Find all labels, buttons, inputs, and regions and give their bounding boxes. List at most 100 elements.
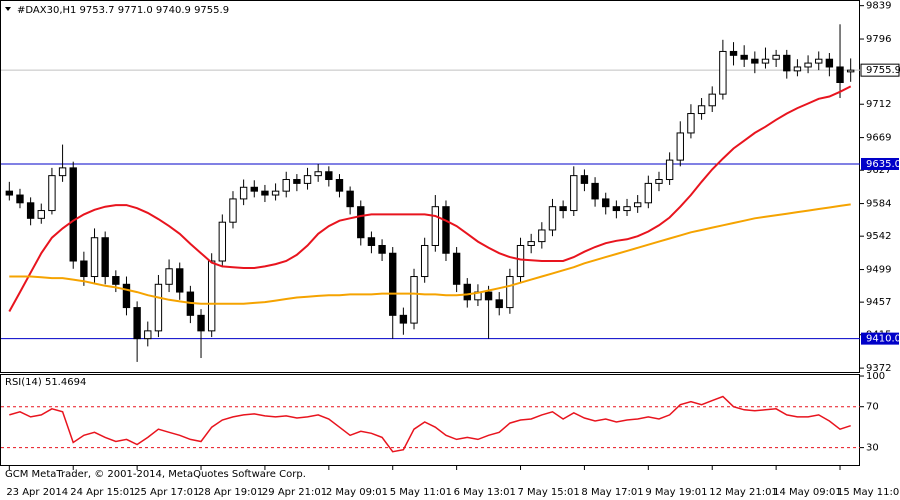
y-tick-label: 9627 <box>866 165 891 176</box>
menu-arrow[interactable] <box>5 7 11 11</box>
candle-body <box>16 194 24 204</box>
x-tick-label: 15 May 11:01 <box>837 487 900 498</box>
candle-body <box>516 244 525 278</box>
candle-body <box>80 260 88 278</box>
current-price-box <box>860 63 900 77</box>
candle-body <box>399 314 408 324</box>
candle-body <box>463 283 471 301</box>
candle-body <box>729 50 738 56</box>
price-box <box>861 157 899 170</box>
y-tick-label: 9499 <box>866 265 891 276</box>
candle-body <box>612 206 621 212</box>
candle-body <box>548 206 557 231</box>
x-tick-label: 25 Apr 17:01 <box>134 487 199 498</box>
price-box-label: 9410.0 <box>866 334 900 345</box>
candle-body <box>495 299 503 309</box>
y-tick-label: 9457 <box>866 297 891 308</box>
candle-body <box>687 113 695 134</box>
candle-body <box>325 171 333 181</box>
candle-body <box>5 190 14 196</box>
candle-body <box>303 175 312 184</box>
candle-body <box>527 241 535 246</box>
candle-body <box>133 307 141 340</box>
y-tick-label: 9796 <box>866 34 891 45</box>
x-tick-label: 29 Apr 21:01 <box>262 487 327 498</box>
candle-body <box>484 291 493 301</box>
price-box <box>861 332 899 345</box>
candle-body <box>676 132 684 161</box>
candle-body <box>26 202 35 219</box>
candle-body <box>783 54 791 72</box>
candle-body <box>740 54 748 60</box>
candle-body <box>644 182 653 204</box>
candle-body <box>58 167 67 177</box>
moving-average <box>8 85 852 312</box>
candle-body <box>229 198 237 223</box>
candle-body <box>623 206 631 212</box>
y-tick-label: 9584 <box>866 199 891 210</box>
candle-body <box>559 206 567 212</box>
candle-body <box>346 190 354 208</box>
candle-body <box>633 202 642 208</box>
x-tick-label: 14 May 09:01 <box>773 487 842 498</box>
candle-body <box>580 175 589 184</box>
candle-body <box>708 93 716 107</box>
candle-body <box>452 252 461 285</box>
y-tick-label: 9669 <box>866 133 891 144</box>
candle-body <box>570 175 578 212</box>
y-tick-label: 9712 <box>866 99 891 110</box>
rsi-label: RSI(14) 51.4694 <box>5 377 86 388</box>
candle-body <box>420 244 429 278</box>
candle-body <box>804 62 812 68</box>
candle-body <box>314 171 322 177</box>
candle-body <box>282 179 290 192</box>
candle-body <box>218 221 227 262</box>
candle-body <box>506 276 514 309</box>
candle-body <box>122 283 131 309</box>
candle-body <box>357 206 365 239</box>
candle-body <box>389 252 397 316</box>
candle-body <box>751 58 759 64</box>
x-tick-label: 9 May 19:01 <box>645 487 707 498</box>
candle-body <box>261 190 269 196</box>
candle-body <box>293 179 301 184</box>
x-tick-label: 8 May 17:01 <box>581 487 643 498</box>
copyright: GCM MetaTrader, © 2001-2014, MetaQuotes … <box>5 469 306 480</box>
main-panel <box>0 0 860 373</box>
candle-body <box>442 206 450 254</box>
rsi-tick-label: 30 <box>866 443 879 454</box>
current-price-label: 9755.9 <box>866 65 900 76</box>
x-tick-label: 24 Apr 15:01 <box>70 487 135 498</box>
candle-body <box>239 186 248 200</box>
rsi-panel <box>0 374 860 466</box>
rsi-tick-label: 100 <box>866 371 885 382</box>
chart-title: #DAX30,H1 9753.7 9771.0 9740.9 9755.9 <box>17 5 229 16</box>
price-box-label: 9635.0 <box>866 159 900 170</box>
candle-body <box>697 105 706 115</box>
y-tick-label: 9839 <box>866 1 891 12</box>
candle-body <box>655 179 663 184</box>
candle-body <box>378 244 386 254</box>
candle-body <box>591 182 599 200</box>
candle-body <box>165 268 173 285</box>
rsi-tick-label: 70 <box>866 402 879 413</box>
candle-body <box>410 276 418 324</box>
candle-body <box>719 50 727 95</box>
candle-body <box>846 69 855 73</box>
candle-body <box>602 198 610 208</box>
candle-body <box>176 268 184 293</box>
candle-body <box>90 237 99 278</box>
candle-body <box>101 237 109 278</box>
candle-body <box>48 175 56 212</box>
x-tick-label: 7 May 15:01 <box>518 487 580 498</box>
candle-body <box>271 190 280 196</box>
x-tick-label: 28 Apr 19:01 <box>198 487 263 498</box>
candle-body <box>431 206 440 246</box>
candle-body <box>665 159 674 181</box>
candle-body <box>112 276 120 285</box>
x-tick-label: 2 May 09:01 <box>326 487 388 498</box>
candle-body <box>250 186 258 192</box>
x-tick-label: 6 May 13:01 <box>454 487 516 498</box>
candle-body <box>335 179 344 192</box>
